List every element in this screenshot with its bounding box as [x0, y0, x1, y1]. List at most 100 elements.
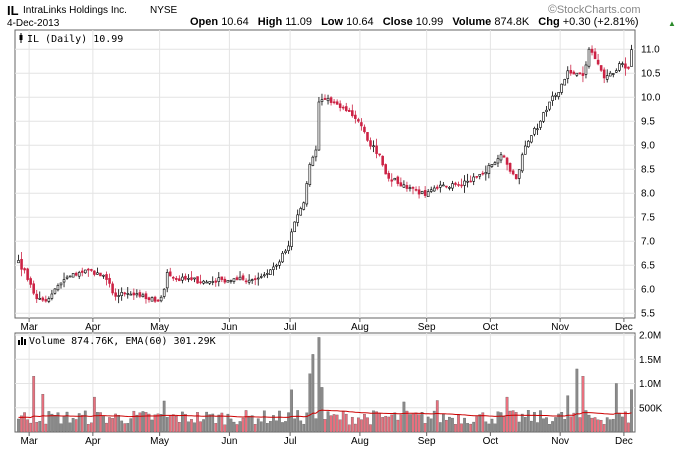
open-label: Open	[190, 16, 219, 28]
price-tick-label: 9.0	[641, 141, 655, 152]
volume-bar	[156, 413, 160, 433]
candle	[299, 208, 303, 216]
candle	[432, 187, 436, 192]
candle	[217, 277, 221, 282]
price-tick-label: 8.5	[641, 165, 655, 176]
candle	[357, 119, 360, 122]
price-tick-label: 10.0	[641, 93, 661, 104]
candle	[272, 266, 275, 270]
candle	[178, 278, 181, 282]
volume-bar	[44, 423, 48, 433]
candle	[93, 270, 96, 275]
candle	[193, 277, 196, 280]
candle	[587, 48, 591, 67]
volume-bar	[360, 419, 363, 433]
candle	[147, 297, 151, 301]
candle	[502, 155, 506, 158]
candle	[466, 180, 469, 183]
price-legend: IL (Daily) 10.99	[19, 33, 123, 45]
candle	[181, 276, 184, 281]
volume-bar	[153, 414, 157, 433]
candle	[44, 299, 48, 302]
volume-bar	[387, 416, 391, 433]
candle	[511, 170, 515, 175]
candle	[29, 278, 32, 285]
volume-bar	[496, 411, 500, 433]
candle	[493, 162, 497, 166]
candle	[572, 71, 576, 75]
volume-bar	[493, 423, 497, 433]
candle	[138, 292, 142, 297]
candle	[317, 101, 321, 151]
volume-bar	[587, 414, 591, 433]
candle	[162, 288, 166, 297]
price-tick-label: 6.0	[641, 285, 655, 296]
candle	[602, 69, 606, 79]
candle	[420, 191, 424, 194]
volume-bar	[308, 373, 312, 433]
candle	[375, 145, 378, 154]
candle	[190, 277, 193, 280]
price-tick-label: 7.0	[641, 237, 655, 248]
candle	[287, 245, 290, 252]
up-arrow-icon: ▲	[668, 19, 676, 28]
candle	[523, 145, 527, 155]
candle	[360, 122, 363, 127]
volume-bar	[338, 419, 342, 433]
candle	[302, 202, 306, 210]
volume-bar	[357, 417, 360, 433]
volume-bar	[575, 368, 579, 433]
volume-bar	[372, 410, 375, 433]
candle	[165, 272, 169, 289]
volume-bar	[381, 417, 385, 433]
volume-bar	[472, 421, 476, 433]
volume-bar	[563, 419, 567, 433]
volume-bar	[272, 415, 275, 433]
candle	[226, 280, 230, 283]
price-tick-label: 5.5	[641, 309, 655, 320]
price-legend-label: IL (Daily) 10.99	[27, 34, 123, 45]
volume-bar	[281, 422, 284, 433]
candle	[99, 272, 102, 277]
volume-bar	[475, 416, 479, 433]
volume-bar	[323, 419, 327, 433]
candle	[354, 114, 357, 119]
candle	[135, 293, 139, 296]
candle	[451, 183, 454, 189]
candle	[205, 281, 208, 284]
candle	[259, 276, 263, 278]
candle	[281, 252, 284, 263]
volume-bar	[38, 421, 42, 433]
volume-bar	[426, 416, 430, 433]
close-label: Close	[382, 16, 413, 28]
month-label: Dec	[615, 322, 633, 333]
candle	[159, 296, 163, 302]
month-label: May	[150, 436, 169, 447]
volume-bar	[80, 414, 84, 433]
candle	[484, 172, 488, 175]
month-label: Sep	[418, 322, 436, 333]
volume-legend-label: Volume 874.76K, EMA(60) 301.29K	[29, 336, 216, 347]
stockcharts-logo[interactable]: ©StockCharts.com	[548, 2, 641, 16]
candle	[20, 258, 23, 270]
volume-bar	[463, 417, 466, 433]
volume-bar	[217, 414, 221, 433]
candle	[378, 153, 381, 156]
volume-bar	[578, 417, 582, 433]
candle	[496, 158, 500, 164]
price-tick-label: 6.5	[641, 261, 655, 272]
candle	[90, 269, 93, 271]
volume-bar	[208, 414, 212, 433]
volume-bar	[590, 417, 594, 433]
candle	[214, 280, 218, 283]
volume-bar	[490, 418, 494, 433]
candle	[96, 272, 99, 275]
volume-bar	[499, 412, 503, 433]
volume-bar	[329, 415, 333, 433]
volume-bar	[117, 415, 121, 433]
candle	[417, 189, 421, 195]
month-label: Jul	[284, 322, 297, 333]
candle	[393, 178, 397, 181]
volume-label: Volume	[452, 16, 492, 28]
candle	[232, 278, 236, 282]
